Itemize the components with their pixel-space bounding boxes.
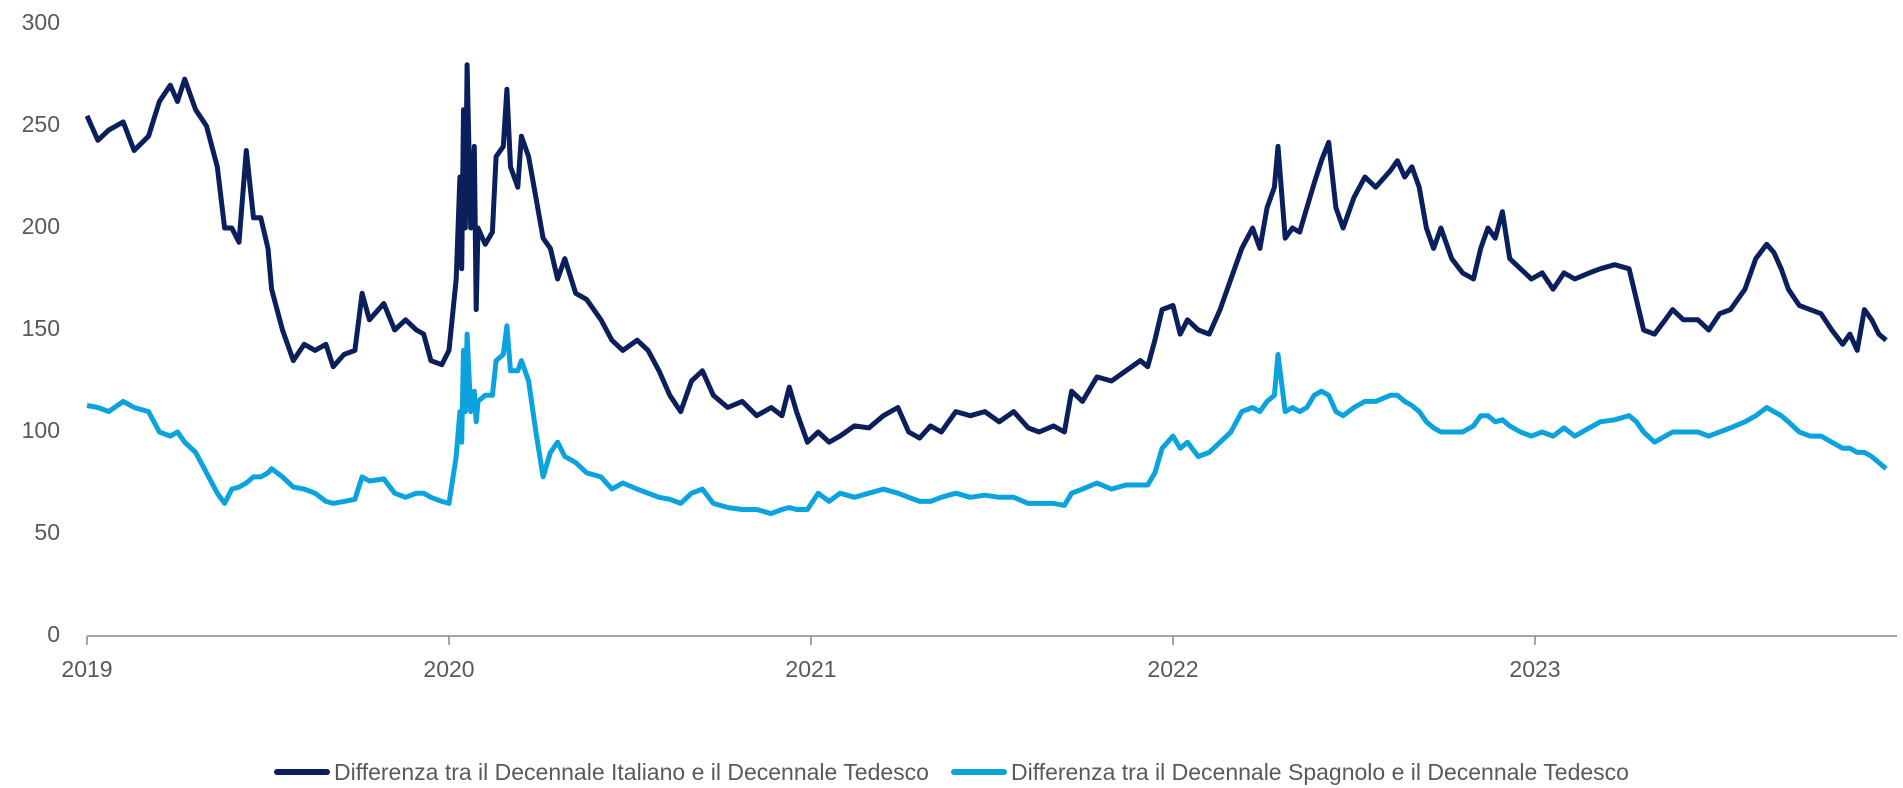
legend: Differenza tra il Decennale Italiano e i… — [0, 757, 1903, 787]
x-tick-label: 2021 — [785, 656, 836, 682]
y-tick-label: 0 — [47, 621, 60, 647]
legend-label: Differenza tra il Decennale Spagnolo e i… — [1010, 758, 1629, 785]
chart: 0 50 100 150 200 250 300 2019 2020 2021 2022 2023 — [22, 9, 1897, 682]
x-tick-label: 2019 — [61, 656, 112, 682]
y-tick-label: 150 — [22, 315, 60, 341]
legend-label: Differenza tra il Decennale Italiano e i… — [334, 758, 929, 785]
x-tick-label: 2020 — [423, 656, 474, 682]
y-tick-label: 250 — [22, 111, 60, 137]
x-tick-label: 2022 — [1147, 656, 1198, 682]
y-tick-label: 200 — [22, 213, 60, 239]
y-tick-label: 100 — [22, 417, 60, 443]
legend-swatch — [274, 769, 331, 775]
x-tick-label: 2023 — [1509, 656, 1560, 682]
series-line — [86, 323, 1888, 517]
series-line — [84, 62, 1888, 445]
y-tick-label: 300 — [22, 9, 60, 35]
legend-item: Differenza tra il Decennale Italiano e i… — [274, 759, 929, 786]
y-tick-label: 50 — [34, 519, 60, 545]
legend-item: Differenza tra il Decennale Spagnolo e i… — [950, 758, 1629, 786]
legend-swatch — [950, 769, 1007, 775]
